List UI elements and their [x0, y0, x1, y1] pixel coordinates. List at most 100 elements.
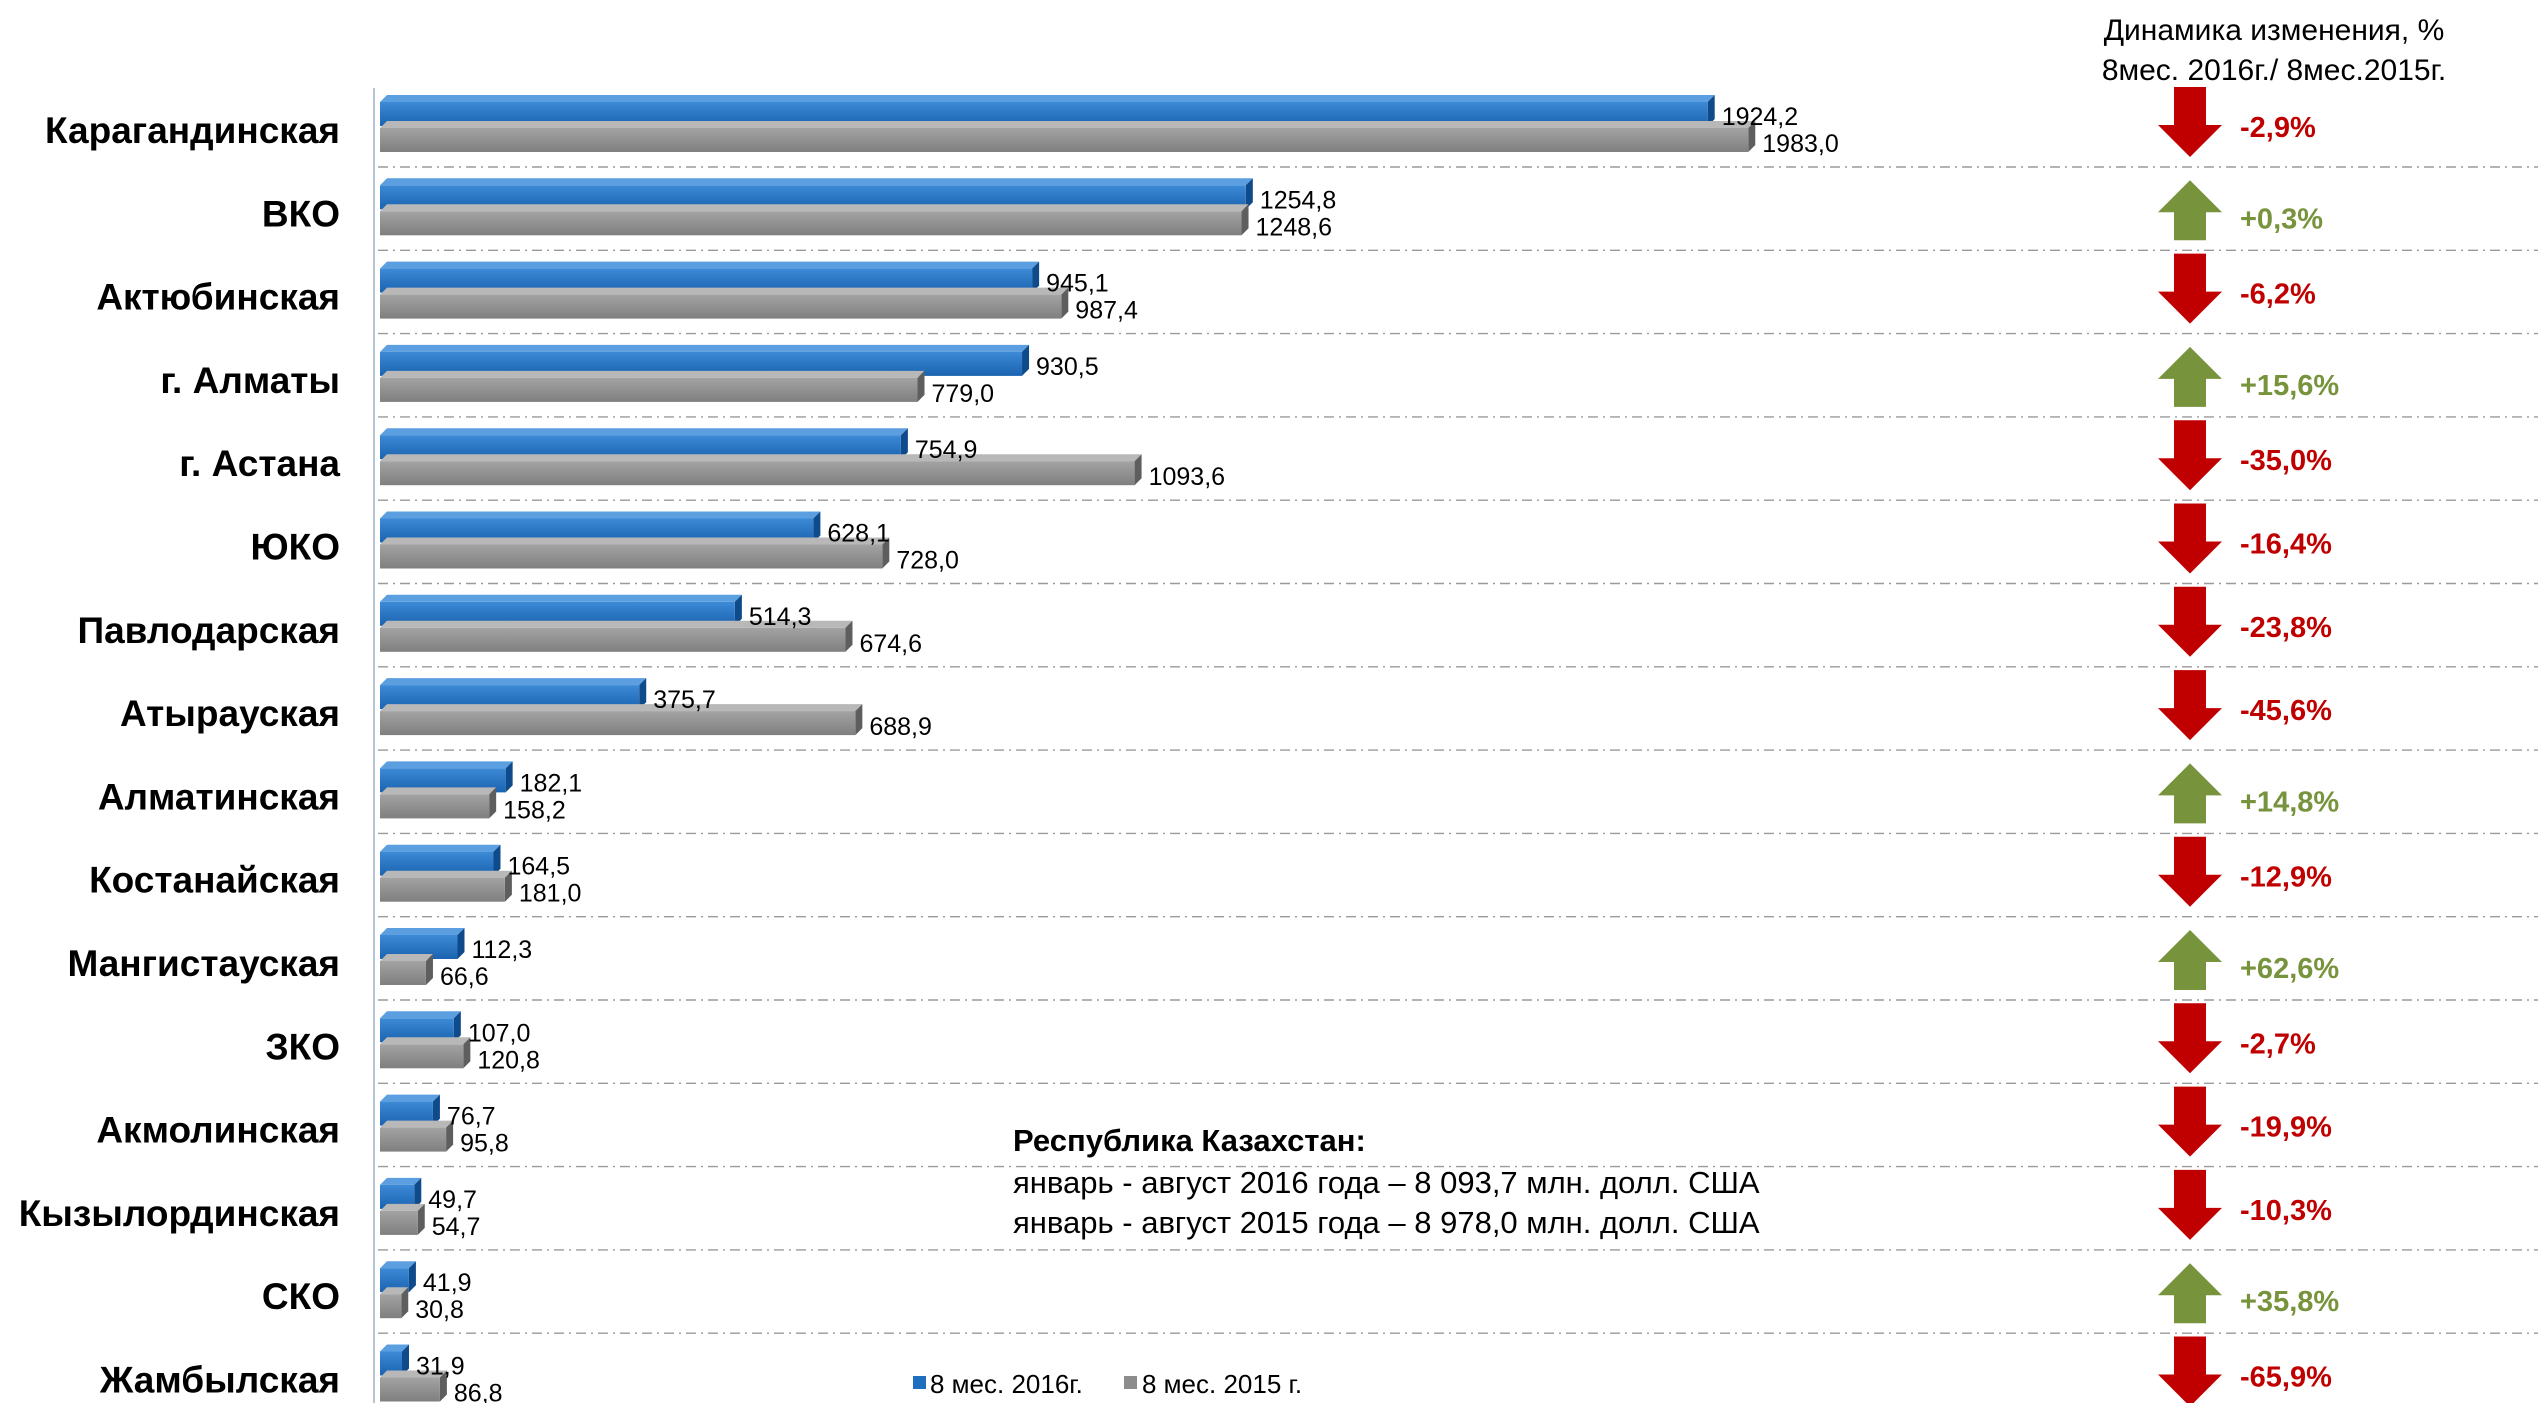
region-label: г. Алматы	[160, 360, 340, 401]
legend-label-2015: 8 мес. 2015 г.	[1142, 1369, 1302, 1399]
arrow-down-icon	[2158, 1170, 2222, 1240]
bar-2015	[380, 371, 925, 402]
arrow-down-icon	[2158, 587, 2222, 657]
value-label-2015: 158,2	[503, 796, 566, 824]
value-label-2016: 514,3	[749, 603, 812, 631]
region-label: СКО	[262, 1276, 340, 1317]
bar-2015	[380, 1121, 453, 1152]
change-value: -2,7%	[2240, 1028, 2316, 1060]
region-label: Акмолинская	[96, 1110, 340, 1151]
bar-2015	[380, 787, 496, 818]
value-label-2016: 182,1	[520, 769, 583, 797]
region-label: ВКО	[262, 193, 340, 234]
region-label: Атырауская	[120, 693, 340, 734]
value-label-2015: 1248,6	[1256, 213, 1332, 241]
value-label-2015: 728,0	[896, 547, 959, 575]
value-label-2016: 41,9	[423, 1269, 472, 1297]
arrow-down-icon	[2158, 420, 2222, 490]
change-value: -19,9%	[2240, 1112, 2332, 1144]
change-value: -10,3%	[2240, 1195, 2332, 1227]
value-label-2015: 54,7	[432, 1213, 481, 1241]
value-label-2016: 31,9	[416, 1353, 465, 1381]
change-value: -12,9%	[2240, 862, 2332, 894]
legend-label-2016: 8 мес. 2016г.	[930, 1369, 1083, 1399]
bar-2015	[380, 1037, 470, 1068]
change-arrows: -2,9% +0,3% -6,2% +15,6% -35,0% -16,4% -23,8% -…	[2158, 87, 2339, 1403]
region-label: Алматинская	[98, 776, 340, 817]
legend-swatch-2015	[1124, 1376, 1137, 1389]
value-label-2015: 95,8	[460, 1130, 509, 1158]
value-label-2016: 945,1	[1046, 270, 1109, 298]
annotation-title: Республика Казахстан:	[1013, 1123, 1366, 1158]
value-label-2015: 181,0	[519, 880, 582, 908]
region-label: г. Астана	[179, 443, 340, 484]
arrow-down-icon	[2158, 1337, 2222, 1403]
arrow-up-icon	[2158, 180, 2222, 240]
region-label: Костанайская	[89, 860, 340, 901]
change-value: -23,8%	[2240, 612, 2332, 644]
region-label: ЗКО	[265, 1026, 340, 1067]
value-label-2016: 112,3	[471, 936, 532, 964]
value-label-2016: 76,7	[447, 1103, 496, 1131]
value-label-2015: 779,0	[932, 380, 995, 408]
value-label-2015: 86,8	[454, 1380, 503, 1403]
value-label-2015: 120,8	[477, 1046, 540, 1074]
row-separators	[378, 167, 2538, 1333]
region-label: Жамбылская	[99, 1360, 340, 1401]
value-label-2015: 66,6	[440, 963, 489, 991]
bar-2015	[380, 454, 1142, 485]
bar-2015	[380, 954, 433, 985]
bar-2015	[380, 704, 862, 735]
arrow-down-icon	[2158, 670, 2222, 740]
legend-swatch-2016	[913, 1376, 926, 1389]
arrow-up-icon	[2158, 930, 2222, 990]
value-label-2015: 688,9	[869, 713, 932, 741]
bar-2015	[380, 538, 889, 569]
arrow-up-icon	[2158, 347, 2222, 407]
bar-2015	[380, 121, 1755, 152]
annotation-line-2016: январь - август 2016 года – 8 093,7 млн.…	[1013, 1165, 1760, 1200]
value-label-2015: 1093,6	[1149, 463, 1225, 491]
bar-2015	[380, 1204, 425, 1235]
region-label: Актюбинская	[96, 277, 340, 318]
region-label: Карагандинская	[45, 110, 340, 151]
value-label-2015: 30,8	[415, 1296, 464, 1324]
change-value: -6,2%	[2240, 279, 2316, 311]
bar-2015	[380, 871, 512, 902]
arrow-down-icon	[2158, 254, 2222, 324]
value-label-2016: 49,7	[428, 1186, 477, 1214]
change-value: +62,6%	[2240, 953, 2339, 985]
change-value: -2,9%	[2240, 112, 2316, 144]
arrow-up-icon	[2158, 1263, 2222, 1323]
change-header-line1: Динамика изменения, %	[2104, 14, 2445, 47]
change-value: +0,3%	[2240, 203, 2323, 235]
change-value: -35,0%	[2240, 445, 2332, 477]
bar-2015	[380, 288, 1068, 319]
value-label-2016: 930,5	[1036, 353, 1099, 381]
region-label: Павлодарская	[78, 610, 341, 651]
change-value: +14,8%	[2240, 786, 2339, 818]
change-header-line2: 8мес. 2016г./ 8мес.2015г.	[2102, 54, 2446, 87]
value-label-2016: 164,5	[508, 853, 571, 881]
value-label-2015: 987,4	[1075, 297, 1138, 325]
value-label-2015: 674,6	[859, 630, 922, 658]
value-label-2016: 628,1	[827, 520, 890, 548]
bar-2015	[380, 1287, 408, 1318]
value-label-2016: 107,0	[468, 1019, 531, 1047]
value-label-2016: 1254,8	[1260, 186, 1336, 214]
arrow-down-icon	[2158, 1003, 2222, 1073]
change-value: -65,9%	[2240, 1362, 2332, 1394]
region-label: ЮКО	[250, 527, 340, 568]
arrow-down-icon	[2158, 87, 2222, 157]
arrow-down-icon	[2158, 837, 2222, 907]
value-label-2015: 1983,0	[1762, 130, 1838, 158]
bar-2015	[380, 204, 1249, 235]
arrow-down-icon	[2158, 504, 2222, 574]
region-label: Кызылординская	[19, 1193, 340, 1234]
arrow-up-icon	[2158, 763, 2222, 823]
region-label: Мангистауская	[67, 943, 340, 984]
change-value: +15,6%	[2240, 370, 2339, 402]
change-value: -16,4%	[2240, 529, 2332, 561]
value-label-2016: 754,9	[915, 436, 978, 464]
